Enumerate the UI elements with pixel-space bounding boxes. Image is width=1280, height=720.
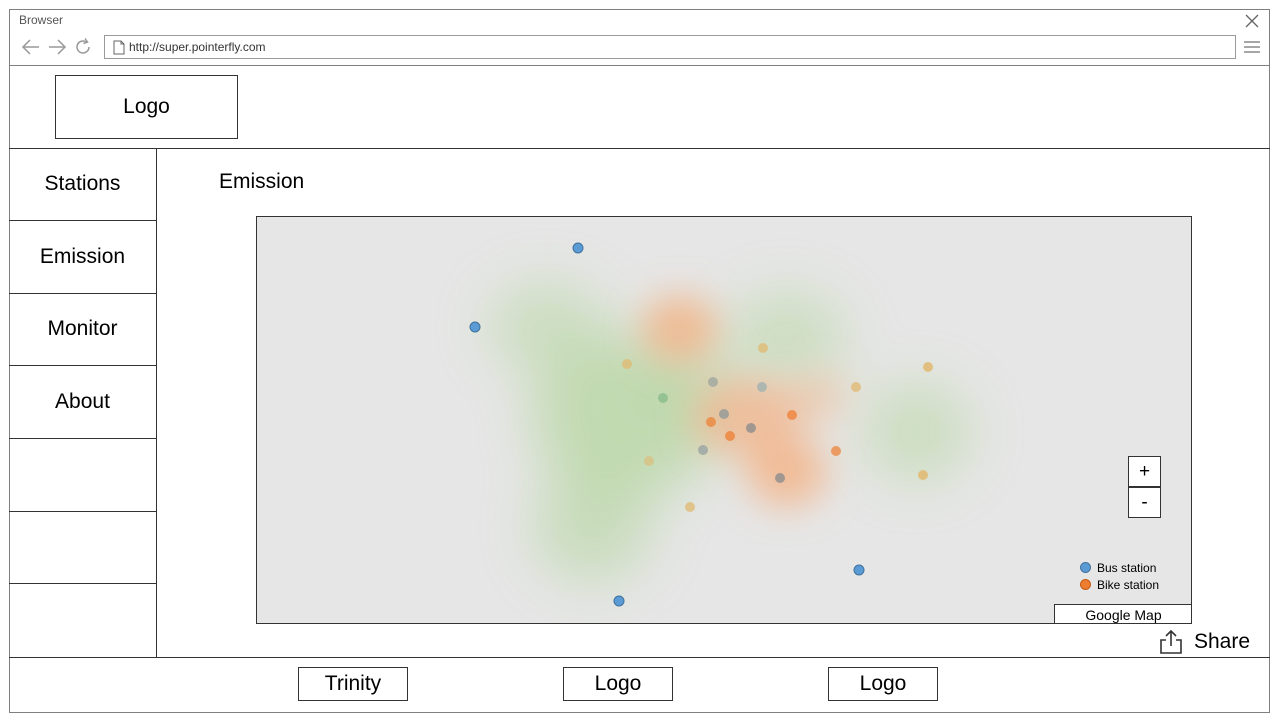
bike-station-marker (831, 446, 841, 456)
emission-map[interactable]: + - Bus station Bike station Google Map (256, 216, 1192, 624)
legend-label-bus: Bus station (1097, 560, 1157, 575)
page-title: Emission (219, 170, 305, 193)
bus-station-marker (469, 321, 481, 333)
share-button[interactable]: Share (1158, 627, 1250, 657)
header-divider (9, 148, 1270, 149)
emission-heatmap (469, 242, 972, 607)
sidebar-item-empty-2[interactable] (9, 511, 156, 584)
footer-logo-2[interactable]: Logo (828, 667, 938, 701)
station-marker (746, 423, 756, 433)
bike-station-marker (622, 359, 632, 369)
url-text: http://super.pointerfly.com (129, 40, 266, 54)
zoom-out-button[interactable]: - (1128, 487, 1161, 518)
footer-logo-1[interactable]: Logo (563, 667, 673, 701)
address-bar[interactable]: http://super.pointerfly.com (104, 35, 1236, 59)
bike-station-marker (725, 431, 735, 441)
sidebar: Stations Emission Monitor About (9, 148, 157, 658)
bus-station-dot-icon (1080, 562, 1091, 573)
bus-station-marker (613, 595, 625, 607)
sidebar-item-emission[interactable]: Emission (9, 221, 156, 294)
station-marker (658, 393, 668, 403)
footer-divider (9, 657, 1270, 658)
chrome-divider (9, 65, 1270, 66)
share-icon (1160, 629, 1182, 654)
sidebar-item-empty-3[interactable] (9, 584, 156, 658)
bus-station-marker (853, 564, 865, 576)
sidebar-item-about[interactable]: About (9, 366, 156, 439)
bus-station-marker (572, 242, 584, 254)
back-arrow-icon[interactable] (20, 37, 42, 57)
bike-station-marker (685, 502, 695, 512)
share-label: Share (1194, 630, 1251, 653)
bike-station-marker (758, 343, 768, 353)
bike-station-marker (644, 456, 654, 466)
zoom-in-button[interactable]: + (1128, 456, 1161, 487)
legend-item-bike: Bike station (1080, 576, 1159, 593)
forward-arrow-icon[interactable] (46, 37, 68, 57)
browser-title: Browser (19, 13, 64, 27)
station-marker (708, 377, 718, 387)
footer-link-trinity[interactable]: Trinity (298, 667, 408, 701)
google-map-button[interactable]: Google Map (1054, 604, 1191, 623)
header-logo[interactable]: Logo (55, 75, 238, 139)
station-marker (698, 445, 708, 455)
bike-station-dot-icon (1080, 579, 1091, 590)
station-markers (469, 242, 933, 607)
sidebar-item-stations[interactable]: Stations (9, 148, 156, 221)
station-marker (719, 409, 729, 419)
bike-station-marker (787, 410, 797, 420)
bike-station-marker (918, 470, 928, 480)
bike-station-marker (851, 382, 861, 392)
page-icon (113, 40, 125, 55)
legend-label-bike: Bike station (1097, 577, 1160, 592)
hamburger-menu-icon[interactable] (1243, 39, 1261, 55)
map-legend: Bus station Bike station (1080, 559, 1159, 593)
sidebar-item-empty-1[interactable] (9, 439, 156, 512)
legend-item-bus: Bus station (1080, 559, 1159, 576)
bike-station-marker (706, 417, 716, 427)
close-icon[interactable] (1243, 12, 1261, 30)
station-marker (775, 473, 785, 483)
bike-station-marker (923, 362, 933, 372)
station-marker (757, 382, 767, 392)
sidebar-item-monitor[interactable]: Monitor (9, 293, 156, 366)
reload-icon[interactable] (73, 37, 93, 57)
